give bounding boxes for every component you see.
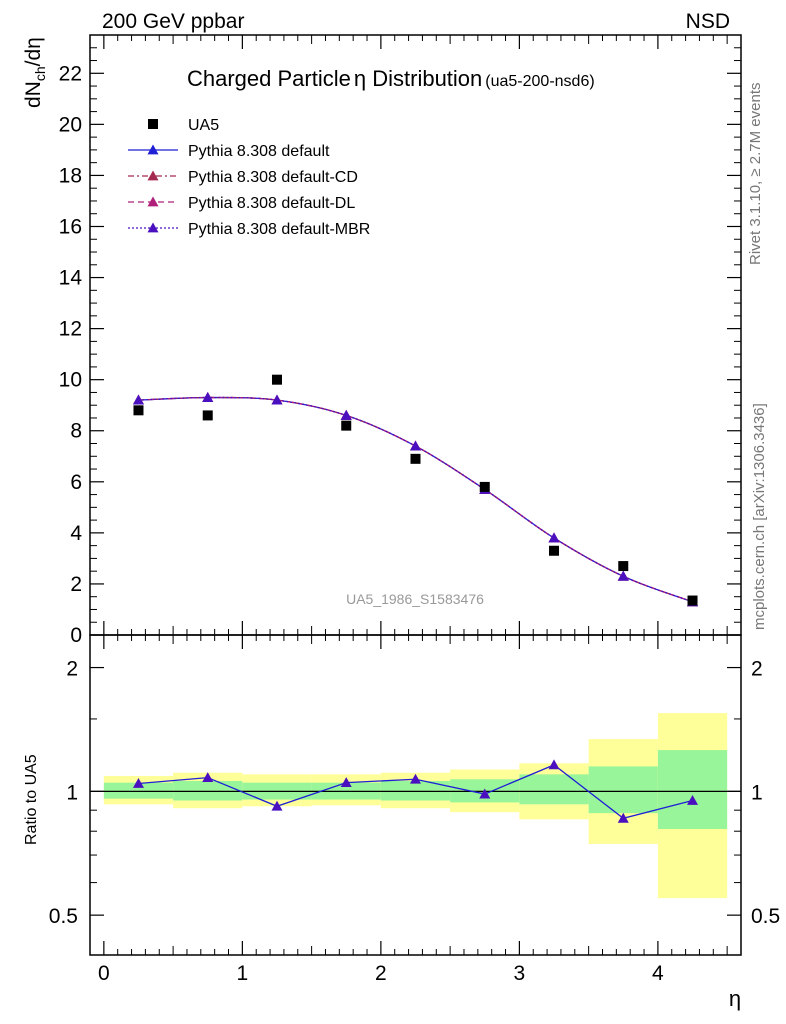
main-ytick-label: 2 <box>70 573 82 596</box>
xtick-label: 2 <box>375 962 387 985</box>
ratio-band-inner <box>380 780 451 801</box>
main-ytick-label: 4 <box>70 522 82 545</box>
main-ytick-label: 10 <box>59 369 82 392</box>
ratio-point <box>479 788 491 799</box>
legend-marker-0 <box>147 144 159 155</box>
ratio-point <box>548 759 560 770</box>
series-line-1 <box>138 396 693 603</box>
ratio-ytick-label: 1 <box>66 781 78 804</box>
legend-label-3: Pythia 8.308 default-MBR <box>188 221 370 238</box>
main-ytick-label: 18 <box>59 164 82 187</box>
ratio-point <box>410 773 421 784</box>
legend-marker-data <box>148 119 158 129</box>
ratio-band-inner <box>657 750 728 829</box>
xtick-label: 4 <box>652 962 664 985</box>
header-left: 200 GeV ppbar <box>102 10 244 33</box>
legend-marker-3 <box>147 222 159 233</box>
main-ytick-label: 12 <box>59 318 82 341</box>
ratio-band-inner <box>588 766 658 814</box>
legend-label-2: Pythia 8.308 default-DL <box>188 195 355 212</box>
legend-label-1: Pythia 8.308 default-CD <box>188 169 358 186</box>
legend: UA5 Pythia 8.308 default Pythia 8.308 defa… <box>128 117 370 238</box>
ratio-ytick-label-right: 0.5 <box>751 905 780 928</box>
header-right: NSD <box>686 10 730 33</box>
ratio-point <box>271 800 283 811</box>
rivet-label: Rivet 3.1.10, ≥ 2.7M events <box>747 83 764 266</box>
main-ytick-label: 20 <box>59 113 82 136</box>
series-point-3 <box>548 532 560 543</box>
data-point <box>410 453 421 464</box>
main-ytick-label: 8 <box>70 420 82 443</box>
main-ytick-label: 14 <box>59 267 83 290</box>
ratio-point <box>132 777 144 788</box>
ratio-ytick-label-right: 1 <box>751 781 763 804</box>
ratio-point <box>340 777 352 788</box>
series-point-3 <box>410 440 421 451</box>
series-point-3 <box>617 570 629 581</box>
ratio-ytick-label: 2 <box>66 658 78 681</box>
ratio-bands <box>103 713 728 899</box>
data-point <box>133 405 144 416</box>
ratio-band-inner <box>173 780 243 801</box>
legend-label-0: Pythia 8.308 default <box>188 143 330 160</box>
main-ylabel: dNch/dη <box>22 37 48 108</box>
main-plot: 0 2 4 6 8 10 12 14 16 18 20 22 <box>59 35 742 647</box>
xlabel: η <box>729 986 741 1011</box>
ratio-point <box>617 812 629 823</box>
xtick-label: 3 <box>514 962 526 985</box>
series-point-3 <box>132 394 144 405</box>
xtick-label: 0 <box>98 962 110 985</box>
ratio-point <box>202 772 214 783</box>
data-point <box>271 374 282 385</box>
data-point <box>618 561 629 572</box>
xtick-label: 1 <box>237 962 249 985</box>
ratio-band-inner <box>519 774 589 805</box>
ratio-band-inner <box>103 782 174 799</box>
main-ytick-label: 0 <box>70 624 82 647</box>
series-point-3 <box>271 394 283 405</box>
ratio-ytick-label-right: 2 <box>751 658 763 681</box>
data-point <box>341 420 352 431</box>
data-point <box>687 595 698 606</box>
main-ytick-label: 6 <box>70 471 82 494</box>
ratio-plot: 0 1 2 3 4 0.5 0.5 1 1 2 2 <box>49 635 780 985</box>
data-point <box>549 545 560 556</box>
series-point-3 <box>340 409 352 420</box>
series-line-3 <box>138 396 693 603</box>
plot-title: Charged Particle η Distribution (ua5-200-n… <box>187 66 595 91</box>
analysis-watermark: UA5_1986_S1583476 <box>346 591 484 607</box>
ratio-point <box>687 795 699 805</box>
ratio-ylabel: Ratio to UA5 <box>23 754 40 845</box>
data-point <box>202 410 213 421</box>
series-point-3 <box>202 392 214 402</box>
main-ytick-label: 16 <box>59 215 82 238</box>
data-point <box>479 481 490 492</box>
series-line-2 <box>138 396 693 603</box>
main-ytick-label: 22 <box>59 62 82 85</box>
mcplots-label: mcplots.cern.ch [arXiv:1306.3436] <box>751 403 768 630</box>
series-line-0 <box>138 396 693 603</box>
ratio-ytick-label: 0.5 <box>49 905 78 928</box>
ratio-frame <box>89 634 742 956</box>
legend-marker-2 <box>147 196 159 207</box>
legend-marker-1 <box>147 170 159 181</box>
legend-label-data: UA5 <box>188 117 219 134</box>
